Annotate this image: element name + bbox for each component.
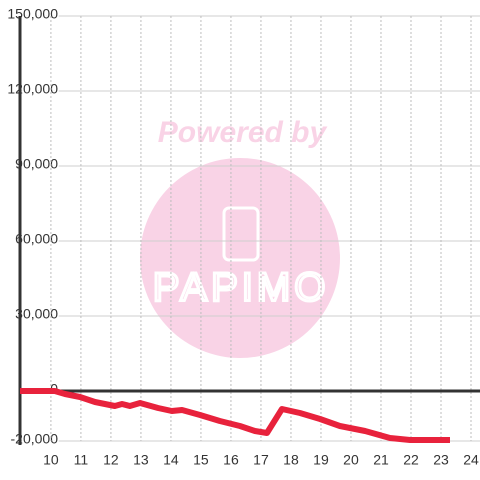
x-tick-label: 18 (283, 452, 299, 468)
data-line (20, 388, 450, 443)
y-tick-label: 30,000 (15, 306, 58, 322)
y-tick-label: 150,000 (7, 6, 58, 22)
x-tick-label: 11 (74, 452, 89, 468)
x-tick-label: 12 (103, 452, 119, 468)
watermark: Powered by PAPIMO (140, 116, 340, 358)
x-tick-label: 24 (463, 452, 479, 468)
y-tick-label: 60,000 (15, 231, 58, 247)
x-tick-label: 10 (43, 452, 59, 468)
x-tick-label: 19 (313, 452, 329, 468)
watermark-icon (222, 206, 260, 262)
watermark-logo: PAPIMO (153, 266, 330, 310)
x-tick-label: 15 (193, 452, 209, 468)
watermark-text: Powered by (158, 116, 328, 149)
x-tick-label: 21 (373, 452, 389, 468)
x-tick-label: 22 (403, 452, 419, 468)
y-tick-label: -20,000 (11, 431, 59, 447)
y-tick-label: 90,000 (15, 156, 58, 172)
watermark-circle (140, 158, 340, 358)
x-tick-label: 17 (253, 452, 269, 468)
x-tick-label: 23 (433, 452, 449, 468)
x-tick-label: 14 (163, 452, 179, 468)
x-tick-label: 20 (343, 452, 359, 468)
x-tick-label: 16 (223, 452, 239, 468)
x-tick-label: 13 (133, 452, 149, 468)
